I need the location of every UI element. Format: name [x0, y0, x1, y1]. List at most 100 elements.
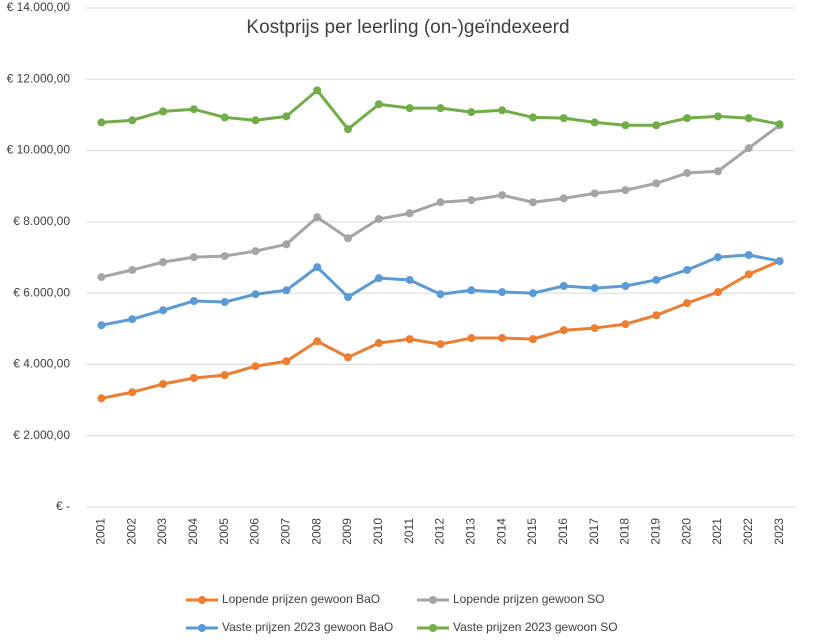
x-tick-label: 2022 [741, 518, 755, 545]
x-tick-label: 2007 [279, 518, 293, 545]
data-point [559, 114, 568, 123]
data-point [713, 167, 722, 176]
x-tick-label: 2006 [248, 518, 262, 545]
y-tick-label: € 10.000,00 [7, 143, 71, 157]
data-point [405, 275, 414, 284]
data-point [189, 105, 198, 114]
legend-marker [429, 624, 437, 632]
data-point [251, 362, 260, 371]
data-point [467, 108, 476, 117]
data-point [405, 209, 414, 218]
data-point [652, 179, 661, 188]
data-point [744, 144, 753, 153]
x-tick-label: 2012 [433, 518, 447, 545]
data-point [683, 299, 692, 308]
y-tick-label: € 8.000,00 [13, 214, 70, 228]
data-point [189, 373, 198, 382]
legend-marker [198, 596, 206, 604]
data-point [251, 116, 260, 125]
data-point [436, 340, 445, 349]
data-point [159, 306, 168, 315]
data-point [251, 247, 260, 256]
x-tick-label: 2017 [587, 518, 601, 545]
data-point [775, 257, 784, 266]
data-point [282, 112, 291, 121]
data-point [405, 335, 414, 344]
data-point [590, 284, 599, 293]
data-point [97, 394, 106, 403]
legend-label: Vaste prijzen 2023 gewoon BaO [222, 620, 393, 634]
data-point [467, 286, 476, 295]
data-point [97, 273, 106, 282]
data-point [590, 189, 599, 198]
x-tick-label: 2018 [618, 518, 632, 545]
x-tick-label: 2023 [772, 518, 786, 545]
x-tick-label: 2014 [494, 518, 508, 545]
data-point [128, 315, 137, 324]
data-point [528, 113, 537, 122]
data-point [713, 288, 722, 297]
data-point [621, 121, 630, 130]
data-point [436, 290, 445, 299]
data-point [313, 86, 322, 95]
data-point [128, 116, 137, 125]
y-tick-label: € - [56, 499, 70, 513]
data-point [374, 215, 383, 224]
data-point [559, 326, 568, 335]
data-point [282, 286, 291, 295]
data-point [559, 282, 568, 291]
series-line [101, 253, 780, 327]
data-point [344, 234, 353, 243]
data-point [374, 100, 383, 109]
x-tick-label: 2004 [186, 518, 200, 545]
data-point [313, 263, 322, 272]
data-point [498, 288, 507, 297]
data-point [590, 324, 599, 333]
data-point [344, 353, 353, 362]
data-point [744, 114, 753, 123]
x-tick-label: 2015 [525, 518, 539, 545]
legend-marker [198, 624, 206, 632]
data-point [97, 118, 106, 127]
data-point [220, 298, 229, 307]
data-point [528, 335, 537, 344]
data-point [282, 357, 291, 366]
data-point [128, 388, 137, 397]
data-point [374, 339, 383, 348]
x-tick-label: 2019 [648, 518, 662, 545]
data-point [159, 380, 168, 389]
data-point [683, 169, 692, 178]
data-point [159, 107, 168, 116]
data-point [436, 198, 445, 207]
data-point [159, 258, 168, 267]
data-point [436, 104, 445, 113]
data-point [189, 253, 198, 262]
data-point [313, 213, 322, 222]
y-tick-label: € 4.000,00 [13, 357, 70, 371]
x-tick-label: 2001 [94, 518, 108, 545]
data-point [405, 104, 414, 113]
data-point [683, 265, 692, 274]
data-point [498, 191, 507, 200]
data-point [220, 252, 229, 261]
x-tick-label: 2010 [371, 518, 385, 545]
x-tick-label: 2003 [155, 518, 169, 545]
data-point [621, 186, 630, 195]
x-tick-label: 2005 [217, 518, 231, 545]
data-point [559, 194, 568, 203]
x-tick-label: 2002 [124, 518, 138, 545]
legend-label: Vaste prijzen 2023 gewoon SO [453, 620, 618, 634]
data-point [621, 320, 630, 329]
y-tick-label: € 2.000,00 [13, 428, 70, 442]
data-point [775, 120, 784, 129]
data-point [621, 282, 630, 291]
data-point [652, 275, 661, 284]
data-point [528, 289, 537, 298]
data-point [128, 265, 137, 274]
data-point [744, 270, 753, 279]
data-point [590, 118, 599, 127]
x-tick-label: 2021 [710, 518, 724, 545]
data-point [282, 240, 291, 249]
